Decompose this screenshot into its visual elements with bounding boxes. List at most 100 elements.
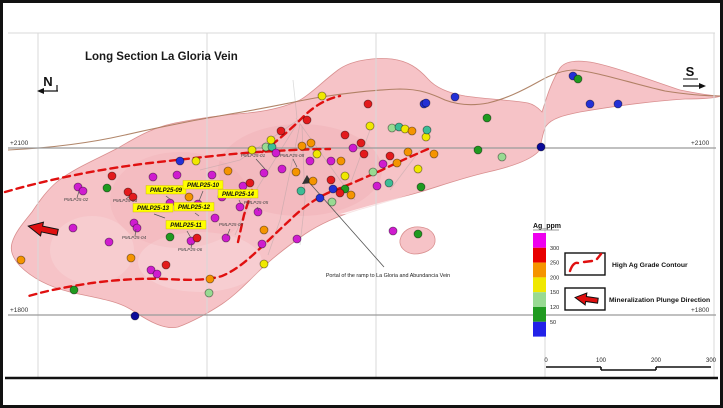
drillhole-label-PMLP25-10: PMLP25-10: [187, 183, 220, 189]
vein-satellite-lobe: [399, 226, 436, 255]
ag-sample-dot: [191, 156, 201, 166]
ag-sample-dot: [536, 142, 546, 152]
drillhole-label-PMLP25-13: PMLP25-13: [137, 206, 170, 212]
ag-sample-dot: [308, 176, 318, 186]
drillhole-leader: [292, 158, 298, 168]
drillhole-label-PMLP25-11: PMLP25-11: [170, 223, 202, 229]
drill-trace: [349, 129, 371, 186]
ag-sample-dot: [348, 143, 358, 153]
colorbar-segment: [533, 247, 546, 263]
ag-sample-dot: [205, 274, 215, 284]
ag-sample-dot: [413, 229, 423, 239]
colorbar-tick: 250: [550, 261, 559, 267]
ag-sample-dot: [384, 178, 394, 188]
ag-sample-dot: [221, 233, 231, 243]
ag-sample-dot: [372, 181, 382, 191]
ag-sample-dot: [346, 190, 356, 200]
scale-bar-number: 200: [651, 358, 662, 364]
ag-sample-dot: [302, 115, 312, 125]
ag-sample-dot: [613, 99, 623, 109]
contour-upper-branch: [260, 94, 342, 154]
ag-sample-dot: [413, 164, 423, 174]
drillhole-label-PMLP25-05: PMLP25-05: [244, 200, 269, 205]
ag-sample-dot: [297, 141, 307, 151]
drillhole-label-PMLP25-03: PMLP25-03: [113, 198, 138, 203]
drillhole-leader: [256, 206, 260, 212]
colorbar-tick: 120: [550, 305, 559, 311]
south-label: S: [686, 64, 695, 79]
scale-bar: 0 100 200 300: [544, 358, 717, 371]
ag-sample-dot: [305, 156, 315, 166]
ag-sample-dot: [429, 149, 439, 159]
ag-sample-dot: [257, 239, 267, 249]
ag-sample-dot: [146, 265, 156, 275]
drillhole-label-PMLP25-14: PMLP25-14: [222, 192, 255, 198]
colorbar-segment: [533, 307, 546, 322]
colorbar-segment: [533, 277, 546, 293]
drillhole-highlight-PMLP25-12: [173, 202, 215, 212]
ag-sample-dot: [152, 269, 162, 279]
vein-light-patch: [50, 216, 134, 284]
ag-sample-dot: [326, 156, 336, 166]
ag-sample-dot: [292, 234, 302, 244]
ag-sample-dot: [497, 152, 507, 162]
scale-bar-segments: [546, 366, 711, 371]
scale-bar-number: 0: [544, 358, 548, 364]
drillhole-label-PMLP25-06: PMLP25-06: [178, 247, 203, 252]
ag-sample-dot: [126, 253, 136, 263]
ag-sample-dot: [207, 170, 217, 180]
ag-ppm-colorbar-ticks: 300 250 200 150 120 50: [550, 246, 559, 326]
contour-short-segment: [236, 188, 254, 244]
ag-sample-dot: [422, 125, 432, 135]
drillhole-leader: [134, 228, 137, 237]
ag-sample-dot: [378, 159, 388, 169]
ag-sample-dot: [132, 223, 142, 233]
vein-outline: [10, 58, 722, 329]
scale-bar-number: 300: [706, 358, 717, 364]
ag-sample-dot: [247, 145, 257, 155]
colorbar-tick: 300: [550, 246, 559, 252]
ag-sample-dot: [363, 99, 373, 109]
ag-sample-dot: [16, 255, 26, 265]
drill-trace: [267, 123, 301, 256]
ag-sample-dot: [312, 149, 322, 159]
ag-sample-dot: [107, 171, 117, 181]
drillhole-leader: [153, 213, 166, 219]
legend: Ag_ppm 300 250 200 150 120 50 High Ag Grade C…: [533, 223, 710, 337]
ag-sample-dot: [172, 170, 182, 180]
contour-lower: [23, 147, 430, 299]
ag-sample-dot: [407, 126, 417, 136]
ag-sample-dot: [368, 167, 378, 177]
scale-bar-numbers: 0 100 200 300: [544, 358, 716, 364]
legend-label-plunge: Mineralization Plunge Direction: [609, 297, 710, 304]
drillhole-highlight-PMLP25-11: [165, 220, 207, 230]
ag-sample-dot: [388, 226, 398, 236]
ag-sample-dot: [204, 288, 214, 298]
high-ag-grade-contours: [3, 94, 430, 299]
ag-sample-dot: [335, 188, 345, 198]
drillhole-highlight-PMLP25-10: [182, 180, 224, 190]
drillhole-leader: [190, 242, 193, 249]
ag-sample-dot: [328, 184, 338, 194]
ag-sample-dot: [78, 186, 88, 196]
ag-sample-dot: [340, 130, 350, 140]
ag-sample-dot: [104, 237, 114, 247]
ag-sample-dot: [271, 148, 281, 158]
ag-sample-dot: [148, 172, 158, 182]
drillhole-leader: [198, 190, 204, 202]
ag-sample-dot: [276, 126, 286, 136]
elevation-label-2100-right: +2100: [691, 140, 710, 147]
drillhole-label-PMLP25-07: PMLP25-07: [219, 222, 244, 227]
ag-sample-dot: [356, 138, 366, 148]
colorbar-segment: [533, 321, 546, 337]
drill-trace: [389, 149, 421, 191]
drillhole-label-PMLP25-04: PMLP25-04: [122, 235, 147, 240]
ag-sample-dot: [130, 311, 140, 321]
ag-sample-dot: [235, 202, 245, 212]
ag-sample-dot: [336, 156, 346, 166]
